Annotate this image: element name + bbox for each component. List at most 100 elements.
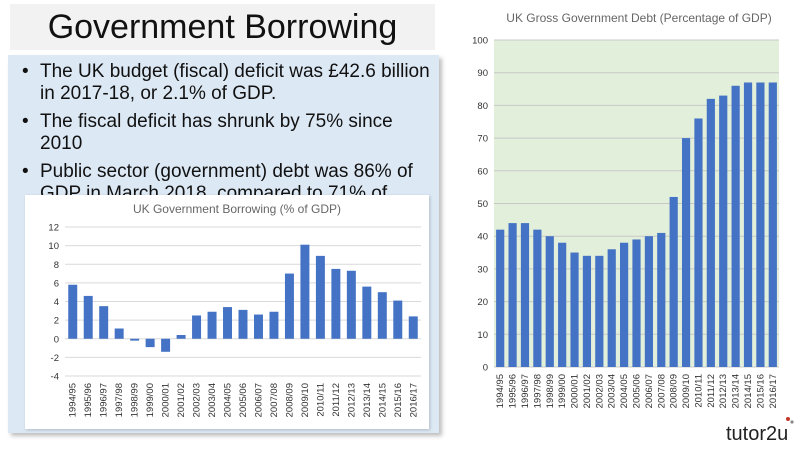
tutor2u-logo: tutor2u — [726, 423, 789, 445]
x-tick-label: 1999/00 — [557, 374, 568, 408]
x-tick-label: 2013/14 — [731, 374, 742, 408]
x-tick-label: 2005/06 — [632, 374, 643, 408]
x-tick-label: 2003/04 — [207, 383, 218, 417]
bar — [570, 252, 579, 367]
x-tick-label: 1995/96 — [508, 374, 519, 408]
slide-title: Government Borrowing — [47, 8, 398, 46]
y-tick-label: 20 — [477, 297, 488, 308]
bullet-dot-icon: • — [22, 61, 29, 82]
borrowing-chart: UK Government Borrowing (% of GDP) -4 -2 0 2… — [48, 202, 421, 417]
bar — [408, 316, 418, 339]
x-tick-label: 2015/16 — [393, 383, 404, 417]
bar — [130, 338, 140, 341]
x-tick-label: 2001/02 — [582, 374, 593, 408]
bar — [83, 295, 93, 339]
x-tick-label: 1997/98 — [532, 374, 543, 408]
y-tick-label: 50 — [477, 199, 488, 210]
bar — [632, 239, 641, 367]
x-tick-label: 2006/07 — [253, 383, 264, 417]
bar — [300, 244, 310, 339]
bar — [161, 338, 171, 352]
bar — [620, 242, 629, 367]
x-tick-label: 2011/12 — [706, 374, 717, 408]
x-tick-label: 2010/11 — [693, 374, 704, 408]
bar — [681, 138, 691, 367]
x-tick-label: 2000/01 — [570, 374, 581, 408]
x-tick-label: 2016/17 — [768, 374, 779, 408]
y-tick-label: 8 — [54, 260, 59, 271]
y-tick-label: -2 — [51, 353, 59, 364]
bar — [520, 223, 530, 367]
bar — [743, 82, 753, 367]
y-tick-label: 40 — [477, 232, 488, 243]
bar — [176, 335, 186, 339]
x-tick-label: 2013/14 — [362, 383, 373, 417]
x-tick-label: 2010/11 — [315, 383, 326, 417]
y-tick-label: 90 — [477, 68, 488, 79]
x-tick-label: 2008/09 — [284, 383, 295, 417]
bar — [145, 338, 155, 348]
y-tick-label: 70 — [477, 134, 488, 145]
bar — [223, 307, 233, 339]
x-tick-label: 2006/07 — [644, 374, 655, 408]
bar — [315, 255, 325, 339]
bullet-dot-icon: • — [22, 111, 29, 132]
x-tick-label: 2012/13 — [718, 374, 729, 408]
y-tick-label: 4 — [54, 297, 59, 308]
bar — [508, 223, 517, 367]
borrowing-chart-card: UK Government Borrowing (% of GDP) -4 -2 0 2… — [25, 195, 429, 429]
x-tick-label: 2003/04 — [607, 374, 618, 408]
bar — [719, 95, 728, 367]
bar — [731, 85, 740, 367]
x-tick-label: 2007/08 — [656, 374, 667, 408]
x-tick-label: 2005/06 — [238, 383, 249, 417]
bar — [496, 229, 505, 367]
y-tick-label: 10 — [48, 241, 59, 252]
bar — [694, 118, 703, 367]
bar — [114, 328, 124, 339]
bar — [669, 196, 678, 367]
bullet-dot-icon: • — [22, 161, 29, 182]
x-tick-label: 2008/09 — [669, 374, 680, 408]
x-tick-label: 2016/17 — [408, 383, 419, 417]
bar — [377, 292, 387, 339]
x-tick-label: 1996/97 — [520, 374, 531, 408]
y-tick-label: 6 — [54, 278, 59, 289]
x-tick-label: 1996/97 — [99, 383, 110, 417]
x-tick-label: 2004/05 — [619, 374, 630, 408]
bar — [768, 82, 777, 367]
content-panel: • The UK budget (fiscal) deficit was £42.… — [8, 55, 439, 433]
chart-title: UK Gross Government Debt (Percentage of … — [506, 11, 771, 25]
x-tick-label: 1999/00 — [145, 383, 156, 417]
logo-mark-icon — [786, 417, 794, 424]
bar — [269, 311, 279, 339]
debt-chart: UK Gross Government Debt (Percentage of … — [472, 11, 779, 408]
y-tick-label: 80 — [477, 101, 488, 112]
bar — [756, 82, 765, 367]
bar — [644, 236, 653, 367]
chart-title: UK Government Borrowing (% of GDP) — [133, 202, 341, 216]
x-tick-label: 2009/10 — [300, 383, 311, 417]
y-tick-label: 30 — [477, 264, 488, 275]
bar — [595, 255, 604, 367]
bar — [207, 311, 217, 339]
bar — [558, 242, 567, 367]
bar — [362, 286, 372, 339]
y-tick-label: 0 — [54, 334, 59, 345]
x-tick-label: 1998/99 — [545, 374, 556, 408]
bar — [657, 232, 666, 367]
y-tick-label: 100 — [472, 36, 488, 47]
bar — [68, 284, 78, 339]
y-tick-label: 0 — [483, 363, 488, 374]
y-tick-label: 10 — [477, 330, 488, 341]
bullet-text: The UK budget (fiscal) deficit was £42.6… — [40, 61, 430, 104]
x-tick-label: 1994/95 — [68, 383, 79, 417]
bar — [607, 249, 616, 367]
x-tick-label: 2014/15 — [743, 374, 754, 408]
x-tick-label: 2007/08 — [269, 383, 280, 417]
y-tick-label: 2 — [54, 316, 59, 327]
x-tick-label: 1997/98 — [114, 383, 125, 417]
debt-chart-area: UK Gross Government Debt (Percentage of … — [446, 0, 800, 450]
x-tick-label: 2002/03 — [192, 383, 203, 417]
x-tick-label: 2012/13 — [346, 383, 357, 417]
